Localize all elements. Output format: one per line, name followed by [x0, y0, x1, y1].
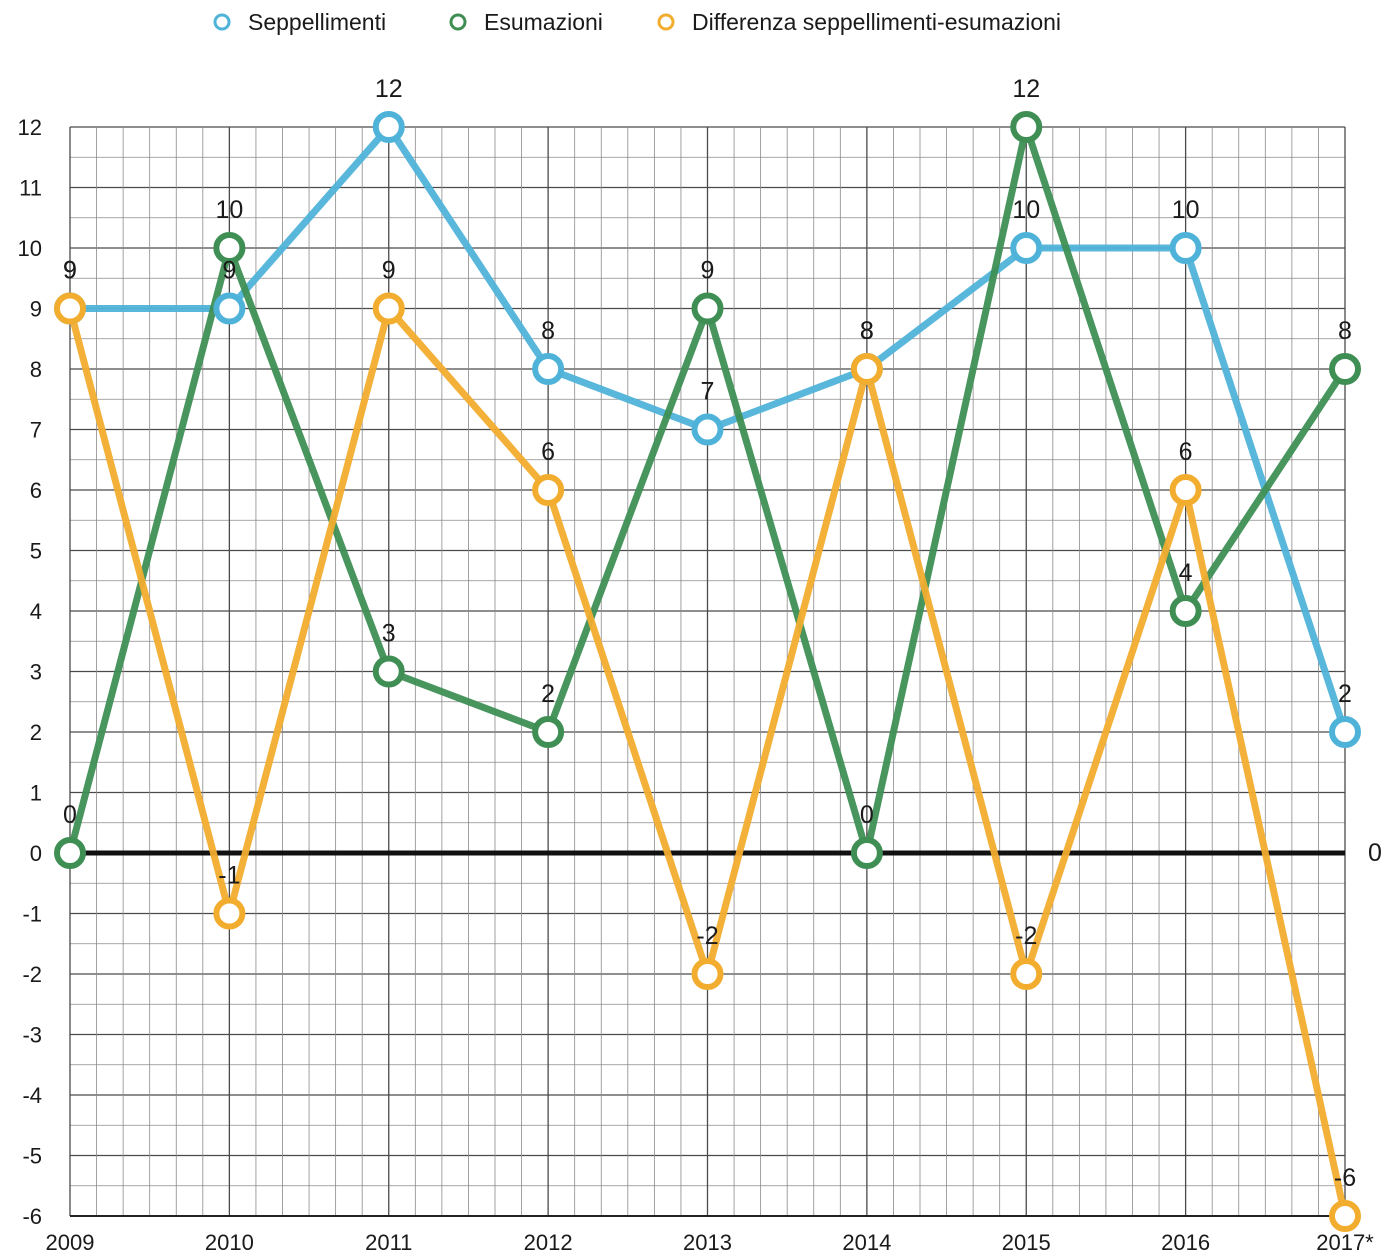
- data-point: [1010, 111, 1043, 143]
- data-label: 8: [541, 317, 555, 345]
- grid: [69, 126, 1346, 1217]
- x-tick-label: 2009: [46, 1230, 95, 1255]
- x-tick-label: 2013: [683, 1230, 732, 1255]
- y-tick-label: 12: [18, 115, 42, 140]
- data-label: 10: [1172, 196, 1200, 224]
- data-label: 10: [215, 196, 243, 224]
- data-label: -1: [218, 862, 240, 890]
- y-tick-label: 7: [30, 418, 42, 443]
- y-tick-label: 0: [30, 841, 42, 866]
- y-tick-label: -3: [22, 1023, 42, 1048]
- x-tick-label: 2011: [365, 1230, 412, 1255]
- data-point: [1329, 716, 1361, 748]
- data-label: -2: [696, 922, 718, 950]
- legend-label: Differenza seppellimenti-esumazioni: [692, 9, 1061, 35]
- data-point: [1010, 958, 1043, 990]
- x-tick-label: 2010: [205, 1230, 254, 1255]
- data-point: [213, 292, 246, 325]
- y-tick-label: 1: [30, 781, 42, 806]
- x-tick-label: 2014: [842, 1230, 891, 1255]
- y-tick-label: -1: [22, 902, 42, 927]
- legend: Seppellimenti Esumazioni Differenza seppel…: [213, 9, 1061, 35]
- data-point: [850, 837, 883, 869]
- data-label: 9: [63, 257, 77, 285]
- data-label: 6: [1179, 438, 1193, 466]
- data-label: 12: [1012, 75, 1040, 103]
- data-label: -2: [1015, 922, 1037, 950]
- data-point: [1010, 232, 1043, 264]
- data-point: [372, 111, 405, 143]
- data-point: [54, 292, 86, 325]
- x-tick-label: 2016: [1161, 1230, 1210, 1255]
- y-tick-label: 11: [19, 176, 42, 201]
- data-label: 9: [382, 257, 396, 285]
- y-tick-label: 2: [30, 720, 42, 745]
- legend-marker-icon: [449, 13, 467, 31]
- data-point: [691, 413, 724, 446]
- data-label: 4: [1179, 559, 1193, 587]
- data-point: [532, 474, 565, 506]
- data-point: [691, 292, 724, 325]
- data-point: [1329, 1200, 1361, 1232]
- y-tick-label: 8: [30, 357, 42, 382]
- y-tick-label: -6: [22, 1204, 42, 1229]
- data-label: 8: [860, 317, 874, 345]
- data-label: 9: [222, 257, 236, 285]
- x-tick-label: 2017*: [1316, 1230, 1374, 1255]
- data-label: 3: [382, 620, 396, 648]
- y-tick-label: -5: [22, 1144, 42, 1169]
- data-label: 9: [701, 257, 715, 285]
- legend-label: Esumazioni: [484, 9, 603, 35]
- data-point: [213, 897, 246, 930]
- y-tick-label: 5: [30, 539, 42, 564]
- y-tick-label: 6: [30, 478, 42, 503]
- y-tick-label: 4: [30, 599, 42, 624]
- data-label: 7: [701, 378, 715, 406]
- data-point: [213, 232, 246, 264]
- data-point: [850, 353, 883, 385]
- data-point: [1169, 595, 1202, 627]
- data-label: 2: [1338, 680, 1352, 708]
- data-label: 0: [63, 801, 77, 829]
- zero-line-label: 0: [1368, 839, 1382, 867]
- data-label: 12: [375, 75, 403, 103]
- legend-marker-icon: [213, 13, 231, 31]
- legend-label: Seppellimenti: [248, 9, 386, 35]
- data-label: 0: [860, 801, 874, 829]
- data-point: [54, 837, 86, 869]
- data-label: 10: [1012, 196, 1040, 224]
- data-label: 8: [860, 317, 874, 345]
- data-point: [691, 958, 724, 990]
- y-tick-label: 10: [18, 236, 42, 261]
- zero-line-group: 0: [70, 839, 1382, 867]
- data-point: [1169, 474, 1202, 506]
- y-tick-label: 3: [30, 660, 42, 685]
- y-tick-label: 9: [30, 297, 42, 322]
- data-point: [372, 292, 405, 325]
- series-points: [54, 111, 1361, 1232]
- data-point: [532, 353, 565, 385]
- data-label: -6: [1334, 1164, 1356, 1192]
- x-tick-label: 2012: [524, 1230, 573, 1255]
- data-label: 8: [1338, 317, 1352, 345]
- x-tick-label: 2015: [1002, 1230, 1051, 1255]
- data-point: [372, 655, 405, 688]
- data-label: 6: [541, 438, 555, 466]
- data-point: [1329, 353, 1361, 385]
- data-label: 9: [63, 257, 77, 285]
- y-tick-label: -4: [22, 1083, 42, 1108]
- y-tick-label: -2: [22, 962, 42, 987]
- data-label: 2: [541, 680, 555, 708]
- legend-marker-icon: [657, 13, 675, 31]
- data-point: [1169, 232, 1202, 264]
- data-point: [532, 716, 565, 748]
